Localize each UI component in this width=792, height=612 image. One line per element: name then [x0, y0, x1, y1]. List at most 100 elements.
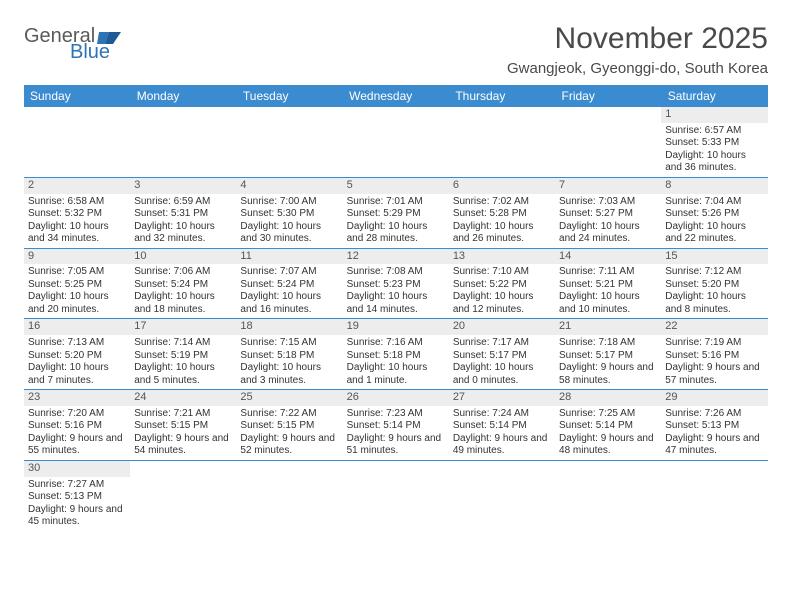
calendar-day-cell: 13Sunrise: 7:10 AMSunset: 5:22 PMDayligh…	[449, 248, 555, 319]
sunrise-line: Sunrise: 7:19 AM	[665, 337, 763, 350]
sunrise-line: Sunrise: 7:18 AM	[559, 337, 657, 350]
sunrise-line: Sunrise: 7:05 AM	[28, 266, 126, 279]
daylight-line: Daylight: 9 hours and 57 minutes.	[665, 362, 763, 387]
calendar-day-cell	[236, 460, 342, 530]
sunset-line: Sunset: 5:24 PM	[134, 279, 232, 292]
logo: GeneralBlue	[24, 26, 121, 62]
day-number: 24	[130, 390, 236, 406]
sunset-line: Sunset: 5:13 PM	[665, 420, 763, 433]
calendar-day-cell: 26Sunrise: 7:23 AMSunset: 5:14 PMDayligh…	[343, 390, 449, 461]
sunset-line: Sunset: 5:28 PM	[453, 208, 551, 221]
sunset-line: Sunset: 5:22 PM	[453, 279, 551, 292]
calendar-day-cell: 16Sunrise: 7:13 AMSunset: 5:20 PMDayligh…	[24, 319, 130, 390]
sunrise-line: Sunrise: 7:26 AM	[665, 408, 763, 421]
sunset-line: Sunset: 5:17 PM	[559, 350, 657, 363]
weekday-header-row: Sunday Monday Tuesday Wednesday Thursday…	[24, 85, 768, 107]
daylight-line: Daylight: 10 hours and 14 minutes.	[347, 291, 445, 316]
sunset-line: Sunset: 5:15 PM	[134, 420, 232, 433]
day-number: 10	[130, 249, 236, 265]
sunrise-line: Sunrise: 7:21 AM	[134, 408, 232, 421]
daylight-line: Daylight: 9 hours and 45 minutes.	[28, 504, 126, 529]
daylight-line: Daylight: 10 hours and 3 minutes.	[240, 362, 338, 387]
sunset-line: Sunset: 5:31 PM	[134, 208, 232, 221]
sunset-line: Sunset: 5:18 PM	[240, 350, 338, 363]
day-number: 18	[236, 319, 342, 335]
sunset-line: Sunset: 5:14 PM	[559, 420, 657, 433]
sunrise-line: Sunrise: 7:06 AM	[134, 266, 232, 279]
calendar-day-cell: 30Sunrise: 7:27 AMSunset: 5:13 PMDayligh…	[24, 460, 130, 530]
day-number: 4	[236, 178, 342, 194]
sunset-line: Sunset: 5:26 PM	[665, 208, 763, 221]
calendar-day-cell	[555, 107, 661, 177]
day-number: 13	[449, 249, 555, 265]
day-number: 8	[661, 178, 767, 194]
daylight-line: Daylight: 10 hours and 32 minutes.	[134, 221, 232, 246]
calendar-day-cell: 2 Sunrise: 6:58 AMSunset: 5:32 PMDaylight…	[24, 177, 130, 248]
calendar-day-cell	[24, 107, 130, 177]
sunrise-line: Sunrise: 7:17 AM	[453, 337, 551, 350]
sunrise-line: Sunrise: 6:58 AM	[28, 196, 126, 209]
daylight-line: Daylight: 10 hours and 20 minutes.	[28, 291, 126, 316]
sunrise-line: Sunrise: 7:14 AM	[134, 337, 232, 350]
day-number: 5	[343, 178, 449, 194]
day-number: 3	[130, 178, 236, 194]
title-block: November 2025 Gwangjeok, Gyeonggi-do, So…	[507, 22, 768, 77]
daylight-line: Daylight: 9 hours and 51 minutes.	[347, 433, 445, 458]
day-number: 15	[661, 249, 767, 265]
day-number: 19	[343, 319, 449, 335]
calendar-day-cell: 7Sunrise: 7:03 AMSunset: 5:27 PMDaylight…	[555, 177, 661, 248]
daylight-line: Daylight: 9 hours and 52 minutes.	[240, 433, 338, 458]
location-subtitle: Gwangjeok, Gyeonggi-do, South Korea	[507, 60, 768, 77]
daylight-line: Daylight: 9 hours and 54 minutes.	[134, 433, 232, 458]
day-number: 30	[24, 461, 130, 477]
daylight-line: Daylight: 10 hours and 34 minutes.	[28, 221, 126, 246]
daylight-line: Daylight: 9 hours and 55 minutes.	[28, 433, 126, 458]
calendar-day-cell: 5Sunrise: 7:01 AMSunset: 5:29 PMDaylight…	[343, 177, 449, 248]
calendar-page: GeneralBlue November 2025 Gwangjeok, Gye…	[0, 0, 792, 531]
sunrise-line: Sunrise: 6:59 AM	[134, 196, 232, 209]
day-number: 25	[236, 390, 342, 406]
day-number: 22	[661, 319, 767, 335]
sunset-line: Sunset: 5:32 PM	[28, 208, 126, 221]
daylight-line: Daylight: 10 hours and 30 minutes.	[240, 221, 338, 246]
weekday-header: Saturday	[661, 85, 767, 107]
day-number: 2	[24, 178, 130, 194]
calendar-day-cell: 3 Sunrise: 6:59 AMSunset: 5:31 PMDaylight…	[130, 177, 236, 248]
calendar-day-cell: 23Sunrise: 7:20 AMSunset: 5:16 PMDayligh…	[24, 390, 130, 461]
calendar-day-cell: 4Sunrise: 7:00 AMSunset: 5:30 PMDaylight…	[236, 177, 342, 248]
daylight-line: Daylight: 10 hours and 26 minutes.	[453, 221, 551, 246]
weekday-header: Thursday	[449, 85, 555, 107]
sunset-line: Sunset: 5:20 PM	[665, 279, 763, 292]
calendar-day-cell: 14Sunrise: 7:11 AMSunset: 5:21 PMDayligh…	[555, 248, 661, 319]
sunrise-line: Sunrise: 7:15 AM	[240, 337, 338, 350]
calendar-week-row: 30Sunrise: 7:27 AMSunset: 5:13 PMDayligh…	[24, 460, 768, 530]
calendar-day-cell	[555, 460, 661, 530]
sunrise-line: Sunrise: 7:00 AM	[240, 196, 338, 209]
sunset-line: Sunset: 5:13 PM	[28, 491, 126, 504]
sunrise-line: Sunrise: 7:02 AM	[453, 196, 551, 209]
calendar-day-cell: 15Sunrise: 7:12 AMSunset: 5:20 PMDayligh…	[661, 248, 767, 319]
weekday-header: Wednesday	[343, 85, 449, 107]
day-number: 11	[236, 249, 342, 265]
calendar-day-cell: 27Sunrise: 7:24 AMSunset: 5:14 PMDayligh…	[449, 390, 555, 461]
daylight-line: Daylight: 10 hours and 0 minutes.	[453, 362, 551, 387]
month-title: November 2025	[507, 22, 768, 56]
calendar-day-cell: 9Sunrise: 7:05 AMSunset: 5:25 PMDaylight…	[24, 248, 130, 319]
calendar-day-cell	[449, 460, 555, 530]
calendar-day-cell: 6Sunrise: 7:02 AMSunset: 5:28 PMDaylight…	[449, 177, 555, 248]
sunset-line: Sunset: 5:27 PM	[559, 208, 657, 221]
calendar-day-cell	[130, 107, 236, 177]
sunset-line: Sunset: 5:14 PM	[453, 420, 551, 433]
sunset-line: Sunset: 5:17 PM	[453, 350, 551, 363]
logo-text-blue: Blue	[24, 42, 121, 62]
day-number: 7	[555, 178, 661, 194]
sunrise-line: Sunrise: 7:13 AM	[28, 337, 126, 350]
calendar-day-cell: 21Sunrise: 7:18 AMSunset: 5:17 PMDayligh…	[555, 319, 661, 390]
daylight-line: Daylight: 10 hours and 22 minutes.	[665, 221, 763, 246]
calendar-week-row: 2Sunrise: 6:58 AMSunset: 5:32 PMDaylight…	[24, 177, 768, 248]
sunrise-line: Sunrise: 6:57 AM	[665, 125, 763, 138]
day-number: 27	[449, 390, 555, 406]
sunset-line: Sunset: 5:33 PM	[665, 137, 763, 150]
daylight-line: Daylight: 10 hours and 7 minutes.	[28, 362, 126, 387]
day-number: 16	[24, 319, 130, 335]
